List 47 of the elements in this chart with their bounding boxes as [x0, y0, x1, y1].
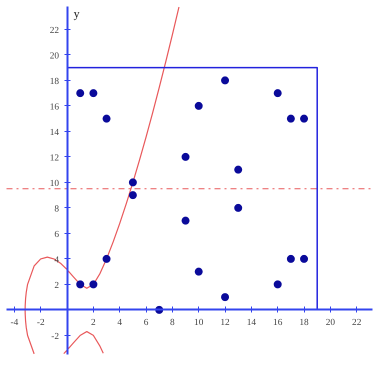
point: [128, 178, 137, 186]
point: [102, 254, 111, 263]
point: [182, 216, 190, 225]
point: [286, 114, 295, 123]
point: [234, 166, 242, 174]
point: [300, 254, 308, 263]
x-tick-label: -4: [10, 318, 19, 328]
point: [300, 114, 308, 123]
point: [76, 280, 84, 288]
x-tick-label: 20: [326, 318, 336, 328]
y-tick-label: 10: [50, 178, 60, 189]
y-tick-label: 22: [50, 26, 60, 36]
x-tick-label: 22: [352, 318, 362, 328]
point: [89, 89, 98, 98]
y-tick-label: 20: [50, 51, 60, 62]
y-tick-label: 8: [54, 204, 60, 214]
x-tick-label: 4: [117, 318, 122, 328]
y-tick-label: 2: [54, 280, 60, 291]
x-tick-label: 14: [246, 318, 256, 328]
point: [182, 152, 190, 161]
y-tick-label: 18: [50, 76, 60, 87]
x-tick-label: 10: [194, 318, 204, 328]
x-tick-label: 6: [144, 318, 149, 328]
point: [221, 76, 230, 84]
point: [89, 280, 98, 288]
y-tick-label: 14: [50, 128, 60, 138]
point: [76, 89, 84, 98]
point: [194, 268, 203, 276]
x-tick-label: 12: [220, 318, 230, 328]
point: [128, 191, 137, 200]
x-tick-label: 8: [170, 318, 176, 328]
point: [194, 102, 203, 110]
x-tick-label: 2: [91, 318, 96, 328]
y-tick-label: 6: [54, 230, 60, 240]
y-tick-label: 16: [50, 102, 60, 112]
y-axis-title: y: [74, 6, 80, 20]
point: [286, 254, 295, 263]
y-tick-label: 12: [50, 153, 60, 164]
x-tick-label: 16: [273, 318, 283, 328]
x-tick-label: -2: [36, 318, 45, 328]
x-tick-label: 18: [299, 318, 310, 328]
point: [234, 204, 242, 212]
point: [274, 89, 282, 98]
point: [274, 280, 282, 288]
point: [221, 293, 230, 302]
y-tick-label: -2: [51, 332, 60, 342]
point: [102, 114, 111, 123]
